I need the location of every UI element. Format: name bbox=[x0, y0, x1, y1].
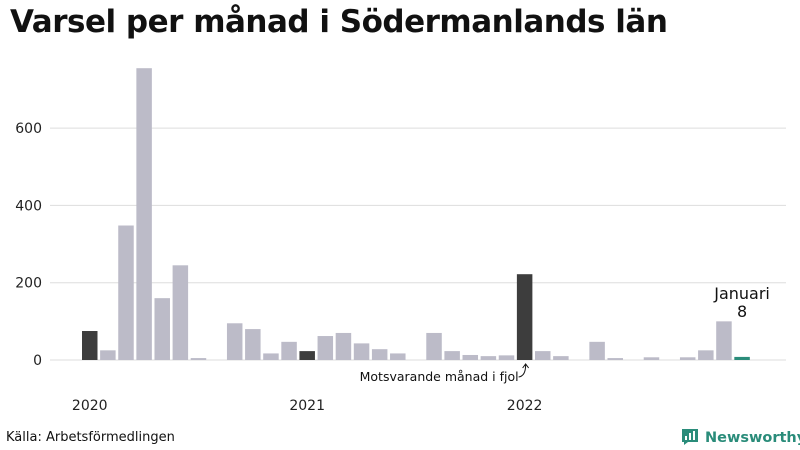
y-tick-label: 600 bbox=[15, 121, 42, 137]
bar bbox=[118, 225, 134, 360]
bar bbox=[426, 332, 442, 360]
bar-chart-logo-icon bbox=[680, 426, 700, 450]
source-note: Källa: Arbetsförmedlingen bbox=[6, 430, 175, 445]
bar bbox=[100, 350, 116, 360]
bar bbox=[317, 336, 334, 360]
y-tick-label: 0 bbox=[33, 353, 42, 369]
bar bbox=[371, 349, 388, 360]
bar bbox=[643, 357, 660, 360]
y-tick-label: 200 bbox=[15, 276, 42, 292]
bar bbox=[462, 354, 479, 360]
y-axis-ticks: 0 200 400 600 bbox=[15, 121, 42, 369]
highlight-annotation-label: Motsvarande månad i fjol bbox=[360, 369, 519, 384]
bars bbox=[82, 68, 750, 360]
bar bbox=[589, 341, 605, 360]
bar bbox=[335, 332, 352, 360]
bar bbox=[82, 331, 98, 360]
bar bbox=[390, 353, 406, 360]
bar bbox=[226, 323, 243, 360]
bar bbox=[136, 68, 152, 360]
bar bbox=[698, 350, 714, 360]
bar bbox=[679, 357, 696, 360]
bar bbox=[535, 351, 551, 360]
highlight-annotation-arrow bbox=[518, 363, 530, 378]
bar bbox=[734, 356, 750, 360]
bar bbox=[607, 358, 623, 360]
bar-chart: 0 200 400 600 2020 2021 2022 Motsvarande måna… bbox=[15, 68, 786, 414]
bar bbox=[516, 274, 533, 360]
current-value-label: 8 bbox=[737, 302, 747, 321]
bar bbox=[444, 351, 460, 360]
bar bbox=[172, 265, 189, 360]
bar bbox=[154, 298, 170, 360]
y-tick-label: 400 bbox=[15, 198, 42, 214]
x-axis-year-labels: 2020 2021 2022 bbox=[72, 398, 543, 414]
bar bbox=[716, 321, 732, 360]
bar bbox=[263, 353, 279, 360]
current-month-label: Januari bbox=[713, 284, 770, 303]
x-tick-label: 2021 bbox=[289, 398, 325, 414]
bar bbox=[480, 356, 497, 360]
chart-title: Varsel per månad i Södermanlands län bbox=[10, 4, 668, 40]
bar bbox=[281, 341, 297, 360]
x-tick-label: 2020 bbox=[72, 398, 108, 414]
brand-name: Newsworthy bbox=[705, 430, 800, 446]
bar bbox=[553, 356, 569, 360]
bar bbox=[498, 355, 515, 360]
brand-logo: Newsworthy bbox=[680, 427, 800, 449]
annotations: Motsvarande månad i fjol Januari 8 bbox=[360, 284, 770, 384]
x-tick-label: 2022 bbox=[507, 398, 543, 414]
bar bbox=[245, 329, 261, 360]
bar bbox=[190, 358, 207, 360]
bar bbox=[353, 343, 370, 360]
bar bbox=[299, 351, 315, 360]
